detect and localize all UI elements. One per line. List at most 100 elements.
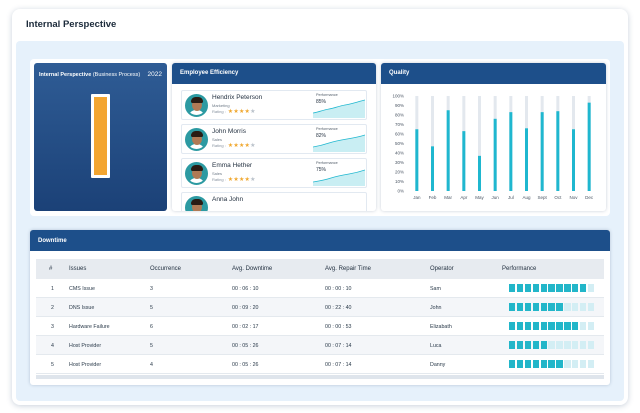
- bar-jan: [415, 129, 419, 191]
- performance-label: Performance: [316, 93, 338, 97]
- cell-occurrence: 3: [150, 286, 153, 292]
- rating-stars-icon: ★★★★★: [227, 177, 256, 183]
- y-tick-label: 30%: [395, 160, 404, 165]
- performance-block: [532, 284, 539, 292]
- cell-avg-repair-time: 00 : 07 : 14: [325, 362, 352, 368]
- cell-number: 1: [51, 286, 54, 292]
- quality-panel: Quality 0% 10% 20% 30% 40% 50% 60% 70% 80% 90% 100…: [381, 63, 606, 211]
- performance-block: [509, 341, 516, 349]
- table-row[interactable]: 1 CMS Issue 3 00 : 06 : 10 00 : 00 : 10 Sam: [36, 279, 604, 298]
- performance-block: [516, 322, 524, 330]
- employee-card[interactable]: John Morris Sales Rating : ★★★★★ Performance…: [181, 124, 367, 154]
- cell-operator: Luca: [430, 343, 442, 349]
- rating-stars-icon: ★★★★★: [227, 109, 256, 115]
- performance-meter: [509, 284, 595, 292]
- x-tick-label: Feb: [429, 195, 437, 200]
- y-tick-label: 90%: [395, 103, 404, 108]
- employee-name: Emma Hether: [212, 162, 253, 169]
- performance-block: [540, 303, 547, 311]
- performance-block: [556, 341, 563, 349]
- performance-meter: [509, 322, 595, 330]
- performance-block: [556, 284, 563, 292]
- table-scrollbar[interactable]: [36, 375, 604, 379]
- performance-block: [580, 341, 587, 349]
- col-header-occurrence: Occurrence: [150, 266, 182, 272]
- cell-avg-downtime: 00 : 05 : 26: [232, 343, 259, 349]
- employee-name: Anna John: [212, 196, 244, 203]
- x-tick-label: Aug: [522, 195, 531, 200]
- col-header-number: #: [49, 266, 53, 272]
- cell-avg-downtime: 00 : 05 : 26: [232, 362, 259, 368]
- x-tick-label: Nov: [569, 195, 578, 200]
- x-tick-label: Jun: [492, 195, 500, 200]
- performance-label: Performance: [316, 127, 338, 131]
- performance-value: 85%: [316, 99, 327, 105]
- sparkline-line: [313, 99, 365, 114]
- bar-mar: [446, 110, 450, 191]
- cell-number: 4: [51, 343, 54, 349]
- employee-list[interactable]: Hendrix Peterson Marketing Rating : ★★★★★ Pe…: [172, 84, 376, 211]
- employee-card[interactable]: Hendrix Peterson Marketing Rating : ★★★★★ Pe…: [181, 90, 367, 120]
- internal-perspective-panel: Internal Perspective (Business Process) …: [34, 63, 167, 211]
- performance-block: [509, 322, 516, 330]
- performance-block: [587, 360, 595, 368]
- performance-block: [548, 322, 555, 330]
- cell-issue: CMS Issue: [69, 286, 95, 292]
- table-header: # Issues Occurrence Avg. Downtime Avg. R…: [36, 259, 604, 279]
- performance-block: [587, 341, 595, 349]
- x-tick-label: Jul: [508, 195, 514, 200]
- cell-occurrence: 5: [150, 305, 153, 311]
- downtime-panel: Downtime # Issues Occurrence Avg. Downti…: [30, 230, 610, 385]
- performance-block: [516, 303, 524, 311]
- performance-block: [572, 322, 579, 330]
- page-title: Internal Perspective: [26, 19, 117, 30]
- employee-rating: Rating : ★★★★★: [212, 108, 256, 115]
- performance-block: [524, 303, 532, 311]
- table-row[interactable]: 4 Host Provider 5 00 : 05 : 26 00 : 07 : 14 L…: [36, 336, 604, 355]
- y-tick-label: 50%: [395, 141, 404, 146]
- performance-block: [556, 322, 563, 330]
- y-tick-label: 10%: [395, 179, 404, 184]
- sparkline-line: [313, 169, 365, 183]
- x-tick-label: May: [475, 195, 484, 200]
- performance-meter: [509, 303, 595, 311]
- col-header-performance: Performance: [502, 266, 537, 272]
- performance-block: [580, 303, 587, 311]
- top-section: Internal Perspective (Business Process) …: [30, 59, 610, 216]
- cell-avg-downtime: 00 : 06 : 10: [232, 286, 259, 292]
- performance-block: [509, 303, 516, 311]
- table-row[interactable]: 5 Host Provider 4 00 : 05 : 26 00 : 07 : 14 D…: [36, 355, 604, 374]
- cell-issue: DNS Issue: [69, 305, 95, 311]
- rating-label: Rating :: [212, 109, 226, 114]
- y-tick-label: 0%: [397, 189, 404, 194]
- performance-block: [564, 360, 571, 368]
- performance-block: [564, 303, 571, 311]
- table-row[interactable]: 2 DNS Issue 5 00 : 09 : 20 00 : 22 : 40 John: [36, 298, 604, 317]
- performance-block: [509, 360, 516, 368]
- rating-stars-icon: ★★★★★: [227, 143, 256, 149]
- employee-card[interactable]: Anna John: [181, 192, 367, 211]
- bar-track: [478, 96, 481, 191]
- performance-block: [532, 303, 539, 311]
- bar-nov: [572, 129, 575, 191]
- employee-rating: Rating : ★★★★★: [212, 176, 256, 183]
- performance-label: Performance: [316, 161, 338, 165]
- performance-block: [580, 322, 587, 330]
- col-header-avg-repair-time: Avg. Repair Time: [325, 266, 371, 272]
- table-row[interactable]: 3 Hardware Failure 6 00 : 02 : 17 00 : 00 : …: [36, 317, 604, 336]
- performance-block: [548, 341, 555, 349]
- performance-block: [540, 284, 547, 292]
- avatar: [185, 162, 208, 185]
- bar-feb: [431, 146, 434, 191]
- sparkline-area: [313, 170, 365, 186]
- x-tick-label: Sept: [538, 195, 548, 200]
- employee-card[interactable]: Emma Hether Sales Rating : ★★★★★ Performance…: [181, 158, 367, 188]
- cell-number: 5: [51, 362, 54, 368]
- bar-may: [478, 155, 481, 191]
- performance-block: [556, 303, 563, 311]
- cell-issue: Host Provider: [69, 362, 102, 368]
- quality-title: Quality: [381, 63, 606, 84]
- performance-block: [524, 360, 532, 368]
- dashboard-window: Internal Perspective Internal Perspectiv…: [12, 9, 628, 405]
- x-tick-label: Oct: [554, 195, 562, 200]
